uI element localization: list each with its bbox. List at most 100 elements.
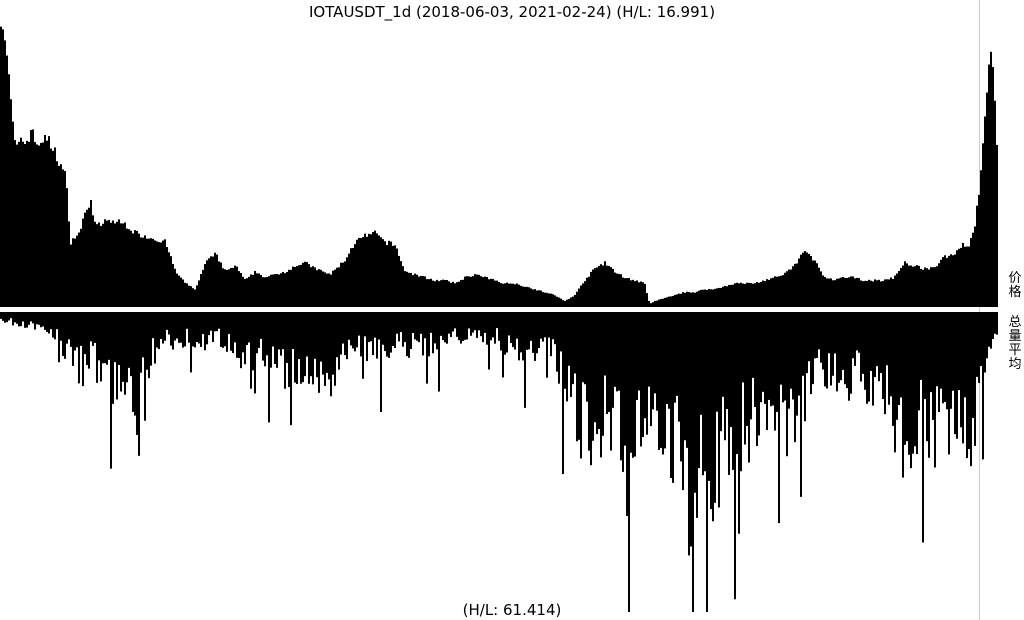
price-bar bbox=[554, 295, 556, 307]
price-bar bbox=[410, 272, 412, 307]
volume-bar bbox=[582, 312, 584, 383]
price-bar bbox=[824, 276, 826, 307]
price-bar bbox=[844, 277, 846, 307]
volume-bar bbox=[106, 312, 108, 365]
volume-bar bbox=[660, 312, 662, 448]
volume-bar bbox=[10, 312, 12, 319]
price-bar bbox=[578, 288, 580, 307]
price-bar bbox=[738, 283, 740, 307]
volume-bar bbox=[66, 312, 68, 344]
volume-bar bbox=[382, 312, 384, 345]
volume-bar bbox=[200, 312, 202, 347]
price-bar bbox=[552, 294, 554, 307]
price-bar bbox=[604, 261, 606, 307]
price-bar bbox=[682, 292, 684, 307]
price-bar bbox=[434, 281, 436, 307]
volume-bar bbox=[362, 312, 364, 379]
volume-bar bbox=[270, 312, 272, 368]
volume-bar bbox=[642, 312, 644, 438]
volume-bar bbox=[670, 312, 672, 478]
price-bar bbox=[690, 292, 692, 307]
price-bar bbox=[234, 265, 236, 307]
price-bar bbox=[348, 253, 350, 307]
price-bar bbox=[168, 252, 170, 307]
volume-bar bbox=[666, 312, 668, 405]
volume-bar bbox=[826, 312, 828, 389]
price-bar bbox=[478, 274, 480, 307]
price-bar bbox=[238, 271, 240, 307]
price-bar bbox=[308, 264, 310, 307]
volume-bar bbox=[164, 312, 166, 341]
volume-bar bbox=[604, 312, 606, 376]
price-bar bbox=[976, 205, 978, 307]
price-bar bbox=[444, 280, 446, 307]
price-bar bbox=[710, 289, 712, 307]
price-bar bbox=[496, 280, 498, 307]
price-bar bbox=[558, 297, 560, 307]
volume-bar bbox=[592, 312, 594, 441]
price-bar bbox=[666, 297, 668, 307]
volume-bar bbox=[64, 312, 66, 359]
price-bar bbox=[996, 144, 998, 307]
volume-bar bbox=[740, 312, 742, 472]
volume-bar bbox=[788, 312, 790, 409]
volume-bar bbox=[720, 312, 722, 432]
volume-bar bbox=[150, 312, 152, 366]
price-bar bbox=[900, 267, 902, 307]
price-bar bbox=[700, 289, 702, 307]
price-bar bbox=[350, 248, 352, 307]
volume-bar bbox=[268, 312, 270, 423]
volume-bar bbox=[286, 312, 288, 363]
price-bar bbox=[688, 292, 690, 307]
price-bar bbox=[378, 235, 380, 307]
price-bar bbox=[176, 273, 178, 307]
price-bar bbox=[596, 267, 598, 307]
volume-bar bbox=[442, 312, 444, 341]
price-bar bbox=[586, 277, 588, 307]
price-bar bbox=[492, 278, 494, 307]
volume-bar bbox=[568, 312, 570, 366]
price-bar bbox=[618, 273, 620, 307]
volume-bar bbox=[690, 312, 692, 547]
volume-bar bbox=[980, 312, 982, 367]
price-bar bbox=[934, 267, 936, 307]
volume-bar bbox=[762, 312, 764, 392]
volume-bar bbox=[506, 312, 508, 353]
price-bar bbox=[544, 292, 546, 307]
price-bar bbox=[34, 142, 36, 307]
volume-bar bbox=[672, 312, 674, 483]
price-bar bbox=[138, 233, 140, 307]
price-bar bbox=[490, 278, 492, 307]
price-bar bbox=[530, 288, 532, 307]
volume-bar bbox=[166, 312, 168, 330]
volume-bar bbox=[752, 312, 754, 378]
volume-bar bbox=[862, 312, 864, 374]
volume-bar bbox=[732, 312, 734, 470]
price-bar bbox=[904, 261, 906, 307]
volume-bar bbox=[714, 312, 716, 503]
volume-bar bbox=[896, 312, 898, 420]
volume-bar bbox=[746, 312, 748, 427]
price-bar bbox=[592, 269, 594, 307]
price-bar bbox=[914, 266, 916, 307]
volume-bar bbox=[74, 312, 76, 351]
volume-bar bbox=[528, 312, 530, 350]
price-bar bbox=[80, 228, 82, 307]
price-bar bbox=[332, 270, 334, 307]
volume-bar bbox=[138, 312, 140, 456]
price-bar bbox=[676, 294, 678, 307]
volume-bar bbox=[412, 312, 414, 334]
volume-bar bbox=[808, 312, 810, 362]
volume-bar bbox=[172, 312, 174, 350]
price-bar bbox=[878, 279, 880, 307]
price-bar bbox=[498, 282, 500, 307]
volume-bar bbox=[590, 312, 592, 466]
volume-bar bbox=[12, 312, 14, 326]
price-bar bbox=[798, 258, 800, 307]
price-bar bbox=[232, 267, 234, 307]
volume-bar bbox=[876, 312, 878, 367]
price-bar bbox=[654, 300, 656, 307]
volume-bar bbox=[546, 312, 548, 378]
price-bar bbox=[488, 279, 490, 307]
price-bar bbox=[480, 276, 482, 307]
